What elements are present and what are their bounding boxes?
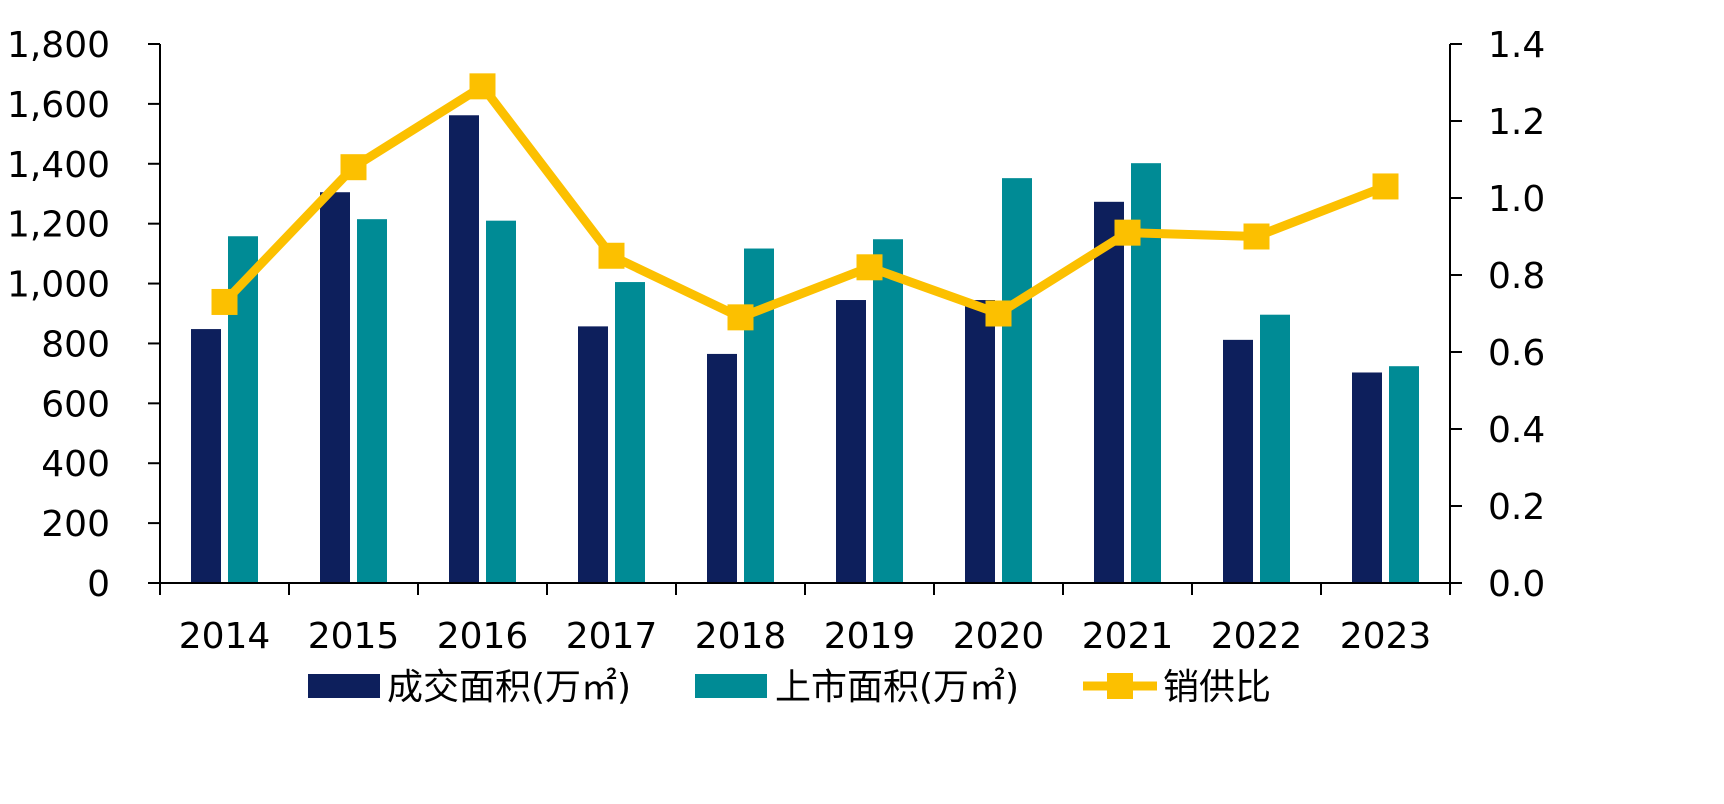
ratio-line [221,81,1388,322]
line-layer [211,73,1399,331]
left-y-tick-label: 1,000 [7,265,110,306]
left-y-tick-label: 800 [41,324,110,365]
x-tick-label: 2020 [953,616,1045,657]
x-tick-label: 2018 [695,616,787,657]
left-y-tick-label: 1,200 [7,205,110,246]
bar-transaction-area [191,329,221,583]
bar-listed-area [357,219,387,584]
ratio-marker [598,242,625,269]
bar-listed-area [486,220,516,583]
ratio-marker [727,304,754,331]
right-y-tick-label: 0.0 [1488,564,1545,605]
ratio-marker [1114,219,1141,246]
right-y-tick-label: 0.8 [1488,256,1545,297]
ticks-layer: 0 200 400 600 800 1,000 1,200 1,400 1,600 1,800 0.… [7,25,1545,657]
x-tick-label: 2016 [437,616,529,657]
legend-swatch [308,674,380,698]
bar-listed-area [1389,366,1419,583]
bar-transaction-area [578,326,608,583]
left-y-tick-label: 1,800 [7,25,110,66]
x-tick-label: 2017 [566,616,658,657]
x-tick-label: 2015 [308,616,400,657]
right-y-tick-label: 0.2 [1488,487,1545,528]
x-tick-label: 2023 [1340,616,1432,657]
legend-label: 销供比 [1163,667,1271,708]
right-y-tick-label: 1.4 [1488,25,1545,66]
bar-transaction-area [707,353,737,583]
ratio-marker [1372,173,1399,200]
bar-transaction-area [449,115,479,584]
bar-listed-area [615,282,645,583]
x-tick-label: 2019 [824,616,916,657]
left-y-tick-label: 200 [41,504,110,545]
left-y-tick-label: 0 [87,564,110,605]
ratio-marker [1243,223,1270,250]
left-y-tick-label: 1,600 [7,85,110,126]
legend-swatch-marker [1107,673,1133,699]
bars-layer [191,115,1419,584]
legend-swatch [695,674,767,698]
bar-transaction-area [1352,372,1382,583]
bar-transaction-area [1094,201,1124,583]
bar-listed-area [1002,178,1032,583]
left-y-tick-label: 400 [41,444,110,485]
right-y-tick-label: 1.2 [1488,102,1545,143]
x-tick-label: 2014 [179,616,271,657]
bar-transaction-area [320,192,350,583]
ratio-marker [856,254,883,281]
left-y-tick-label: 1,400 [7,145,110,186]
bar-listed-area [1260,314,1290,583]
ratio-marker [469,73,496,100]
bar-transaction-area [836,300,866,583]
ratio-marker [985,300,1012,327]
legend-label: 上市面积(万㎡) [775,666,1019,708]
right-y-tick-label: 1.0 [1488,179,1545,220]
left-y-tick-label: 600 [41,384,110,425]
x-tick-label: 2021 [1082,616,1174,657]
legend-label: 成交面积(万㎡) [387,666,631,708]
x-tick-label: 2022 [1211,616,1303,657]
ratio-marker [340,154,367,181]
bar-transaction-area [1223,339,1253,583]
bar-listed-area [873,239,903,583]
ratio-marker [211,288,238,315]
bar-transaction-area [965,300,995,583]
legend: 成交面积(万㎡) 上市面积(万㎡) 销供比 [308,666,1271,708]
right-y-tick-label: 0.6 [1488,333,1545,374]
right-y-tick-label: 0.4 [1488,410,1545,451]
bar-listed-area [744,248,774,583]
axes-layer [159,44,1451,584]
